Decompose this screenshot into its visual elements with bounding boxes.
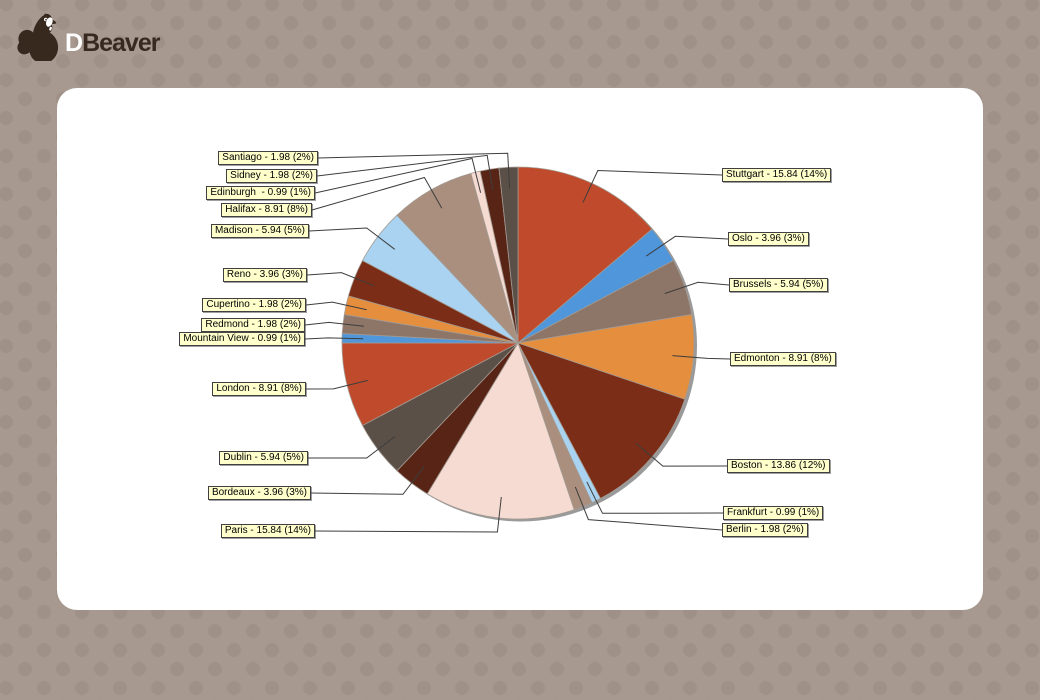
leader-line-redmond [304, 321, 365, 327]
dbeaver-logo: DBeaver [16, 11, 160, 61]
callout-madison: Madison - 5.94 (5%) [210, 224, 309, 238]
callout-oslo: Oslo - 3.96 (3%) [728, 232, 809, 246]
callout-london: London - 8.91 (8%) [212, 382, 306, 396]
callout-boston: Boston - 13.86 (12%) [727, 459, 830, 473]
leader-line-bordeaux [310, 465, 425, 495]
callout-edmonton: Edmonton - 8.91 (8%) [730, 352, 836, 366]
leader-line-berlin [574, 486, 723, 531]
leader-line-halifax [311, 176, 443, 211]
leader-line-brussels [664, 281, 730, 294]
callout-paris: Paris - 15.84 (14%) [220, 524, 315, 538]
leader-line-paris [314, 496, 502, 533]
leader-line-reno [306, 272, 375, 287]
leader-line-santiago [317, 152, 511, 189]
leader-line-madison [308, 227, 396, 250]
leader-line-stuttgart [582, 169, 723, 203]
leader-line-frankfurt [586, 481, 724, 514]
leader-line-oslo [645, 235, 729, 257]
callout-cupertino: Cupertino - 1.98 (2%) [202, 298, 306, 312]
beaver-icon [17, 13, 59, 61]
leader-line-cupertino [305, 301, 367, 311]
leader-line-mountain-view [304, 337, 364, 340]
brand-wordmark: DBeaver [65, 28, 160, 57]
callout-sidney: Sidney - 1.98 (2%) [226, 169, 317, 183]
callout-brussels: Brussels - 5.94 (5%) [729, 278, 828, 292]
callout-frankfurt: Frankfurt - 0.99 (1%) [723, 506, 824, 520]
leader-line-edinburgh [314, 157, 482, 194]
leader-line-boston [635, 442, 728, 467]
leader-line-sidney [316, 154, 494, 191]
brand-letter-d: D [65, 28, 83, 57]
callout-santiago: Santiago - 1.98 (2%) [218, 151, 318, 165]
callout-stuttgart: Stuttgart - 15.84 (14%) [722, 168, 832, 182]
leader-line-dublin [308, 436, 396, 459]
callout-berlin: Berlin - 1.98 (2%) [722, 523, 808, 537]
callout-redmond: Redmond - 1.98 (2%) [201, 318, 305, 332]
callout-reno: Reno - 3.96 (3%) [222, 268, 307, 282]
callout-edinburgh: Edinburgh - 0.99 (1%) [206, 186, 315, 200]
callout-mountain-view: Mountain View - 0.99 (1%) [179, 332, 305, 346]
callout-dublin: Dublin - 5.94 (5%) [219, 451, 308, 465]
brand-text-beaver: Beaver [82, 28, 160, 57]
callout-halifax: Halifax - 8.91 (8%) [221, 203, 312, 217]
leader-line-edmonton [672, 355, 731, 360]
callout-bordeaux: Bordeaux - 3.96 (3%) [207, 486, 311, 500]
leader-line-london [305, 379, 368, 390]
